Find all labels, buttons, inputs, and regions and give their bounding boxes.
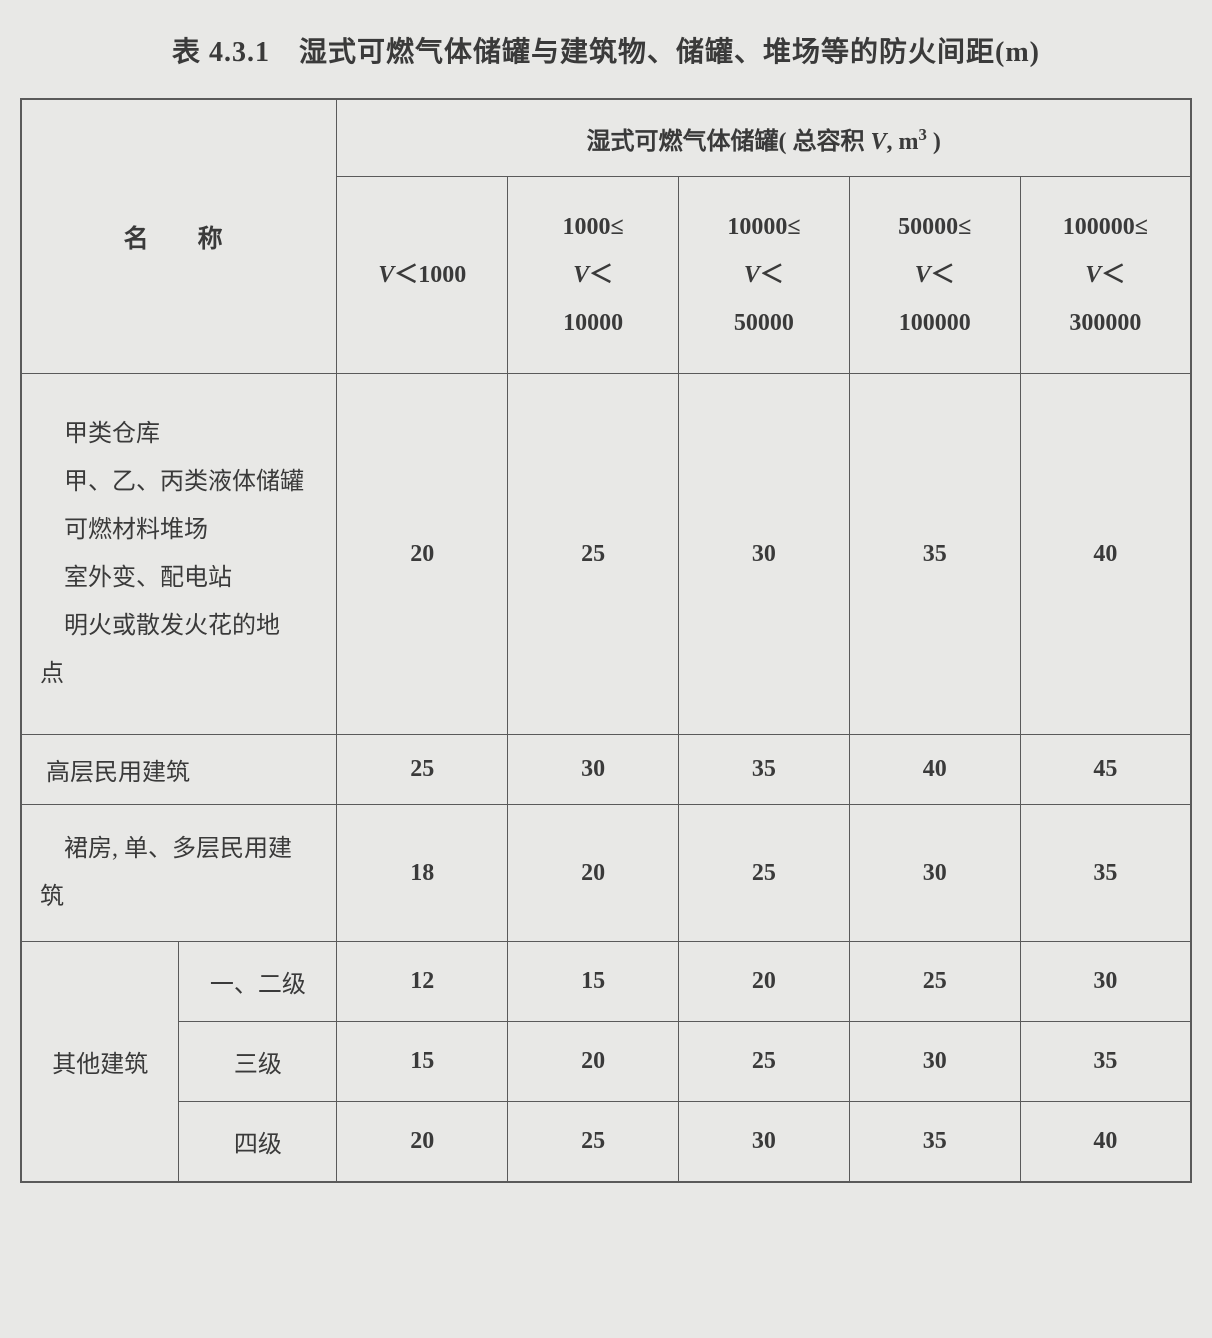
- row4-sub1-v3: 30: [849, 1022, 1020, 1102]
- row1-tail: 点: [40, 661, 64, 687]
- row1-v2: 30: [679, 374, 850, 735]
- row4-sub2-v4: 40: [1020, 1102, 1191, 1182]
- header-group-end: ): [927, 129, 941, 155]
- row3-v0: 18: [337, 805, 508, 942]
- row4-sub1-label: 三级: [179, 1022, 337, 1102]
- row4-sub0-v2: 20: [679, 942, 850, 1022]
- header-group-pre: 湿式可燃气体储罐( 总容积: [586, 129, 870, 155]
- table-title: 表 4.3.1 湿式可燃气体储罐与建筑物、储罐、堆场等的防火间距(m): [20, 30, 1192, 70]
- row1-v3: 35: [849, 374, 1020, 735]
- row4-sub0-label: 一、二级: [179, 942, 337, 1022]
- header-name: 名 称: [21, 99, 337, 374]
- col0-var: V: [378, 262, 394, 288]
- row4-sub2-v3: 35: [849, 1102, 1020, 1182]
- col3-n2: 100000: [854, 299, 1016, 347]
- row1-line2: 可燃材料堆场: [40, 506, 318, 554]
- col-header-0: V＜1000: [337, 177, 508, 374]
- col1-op2: ＜: [589, 262, 613, 288]
- col0-n1: 1000: [418, 262, 466, 288]
- header-group: 湿式可燃气体储罐( 总容积 V, m3 ): [337, 99, 1191, 177]
- row4-sub1-v4: 35: [1020, 1022, 1191, 1102]
- row2-label: 高层民用建筑: [21, 735, 337, 805]
- row2-v4: 45: [1020, 735, 1191, 805]
- col4-n2: 300000: [1025, 299, 1186, 347]
- col2-op2: ＜: [760, 262, 784, 288]
- col-header-2: 10000≤ V＜ 50000: [679, 177, 850, 374]
- col2-var: V: [744, 262, 760, 288]
- row1-line0: 甲类仓库: [40, 410, 318, 458]
- col1-var: V: [573, 262, 589, 288]
- row4-sub2-v0: 20: [337, 1102, 508, 1182]
- row3-v1: 20: [508, 805, 679, 942]
- col4-op1: ≤: [1135, 214, 1148, 240]
- row3-v4: 35: [1020, 805, 1191, 942]
- header-group-post: , m: [887, 129, 919, 155]
- row4-group-label: 其他建筑: [21, 942, 179, 1182]
- col4-op2: ＜: [1101, 262, 1125, 288]
- row1-v1: 25: [508, 374, 679, 735]
- header-group-var: V: [870, 129, 886, 155]
- row1-label: 甲类仓库 甲、乙、丙类液体储罐 可燃材料堆场 室外变、配电站 明火或散发火花的地…: [21, 374, 337, 735]
- row4-sub2-v2: 30: [679, 1102, 850, 1182]
- fire-distance-table: 名 称 湿式可燃气体储罐( 总容积 V, m3 ) V＜1000 1000≤ V…: [20, 98, 1192, 1183]
- col3-op2: ＜: [931, 262, 955, 288]
- col-header-4: 100000≤ V＜ 300000: [1020, 177, 1191, 374]
- row4-sub0-v1: 15: [508, 942, 679, 1022]
- row4-sub1-v1: 20: [508, 1022, 679, 1102]
- col1-n2: 10000: [512, 299, 674, 347]
- col4-n1: 100000: [1063, 214, 1135, 240]
- col4-var: V: [1085, 262, 1101, 288]
- row2-v3: 40: [849, 735, 1020, 805]
- col2-n2: 50000: [683, 299, 845, 347]
- row2-v0: 25: [337, 735, 508, 805]
- col3-n1: 50000: [898, 214, 958, 240]
- row4-sub0-v0: 12: [337, 942, 508, 1022]
- col1-n1: 1000: [563, 214, 611, 240]
- col0-op: ＜: [394, 262, 418, 288]
- row1-v0: 20: [337, 374, 508, 735]
- header-group-sup: 3: [919, 125, 927, 144]
- col2-n1: 10000: [727, 214, 787, 240]
- row4-sub1-v2: 25: [679, 1022, 850, 1102]
- col-header-3: 50000≤ V＜ 100000: [849, 177, 1020, 374]
- row3-v3: 30: [849, 805, 1020, 942]
- col3-op1: ≤: [958, 214, 971, 240]
- row2-v2: 35: [679, 735, 850, 805]
- col2-op1: ≤: [787, 214, 800, 240]
- row4-sub1-v0: 15: [337, 1022, 508, 1102]
- row4-sub0-v4: 30: [1020, 942, 1191, 1022]
- row3-line2: 筑: [40, 884, 64, 910]
- row1-v4: 40: [1020, 374, 1191, 735]
- row4-sub0-v3: 25: [849, 942, 1020, 1022]
- col1-op1: ≤: [611, 214, 624, 240]
- row1-line4: 明火或散发火花的地: [40, 602, 318, 650]
- row1-line3: 室外变、配电站: [40, 554, 318, 602]
- row4-sub2-label: 四级: [179, 1102, 337, 1182]
- row1-line1: 甲、乙、丙类液体储罐: [40, 458, 318, 506]
- row3-label: 裙房, 单、多层民用建 筑: [21, 805, 337, 942]
- row3-v2: 25: [679, 805, 850, 942]
- row4-sub2-v1: 25: [508, 1102, 679, 1182]
- row2-v1: 30: [508, 735, 679, 805]
- col3-var: V: [915, 262, 931, 288]
- col-header-1: 1000≤ V＜ 10000: [508, 177, 679, 374]
- row3-line1: 裙房, 单、多层民用建: [40, 836, 292, 862]
